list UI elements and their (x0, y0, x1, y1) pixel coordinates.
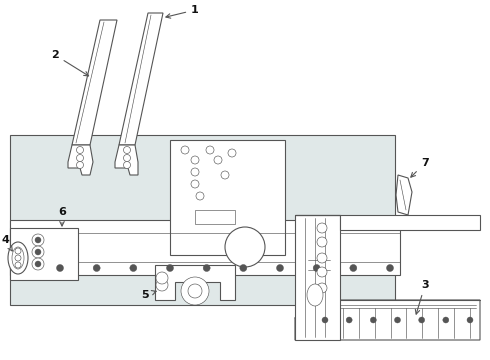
Circle shape (15, 255, 21, 261)
Circle shape (156, 279, 168, 291)
Circle shape (467, 317, 473, 323)
Polygon shape (396, 175, 412, 215)
Circle shape (346, 317, 352, 323)
Polygon shape (72, 20, 117, 145)
Circle shape (443, 317, 449, 323)
Ellipse shape (8, 242, 28, 274)
Text: 5: 5 (141, 290, 156, 300)
Circle shape (181, 146, 189, 154)
Circle shape (322, 317, 328, 323)
Circle shape (317, 237, 327, 247)
Ellipse shape (307, 284, 323, 306)
Polygon shape (295, 215, 480, 230)
Circle shape (276, 265, 284, 271)
Circle shape (317, 253, 327, 263)
Circle shape (130, 265, 137, 271)
Circle shape (225, 227, 265, 267)
Circle shape (418, 317, 425, 323)
Text: 3: 3 (416, 280, 429, 314)
Circle shape (32, 258, 44, 270)
Circle shape (394, 317, 400, 323)
Bar (10, 135, 395, 305)
Circle shape (93, 265, 100, 271)
Circle shape (370, 317, 376, 323)
Text: 7: 7 (411, 158, 429, 177)
Circle shape (228, 149, 236, 157)
Circle shape (76, 162, 83, 168)
Circle shape (206, 146, 214, 154)
Polygon shape (170, 140, 285, 255)
Circle shape (181, 277, 209, 305)
Circle shape (196, 192, 204, 200)
Circle shape (313, 265, 320, 271)
Circle shape (123, 147, 130, 153)
Circle shape (123, 154, 130, 162)
Circle shape (32, 246, 44, 258)
Circle shape (15, 262, 21, 268)
Circle shape (221, 171, 229, 179)
Polygon shape (68, 145, 93, 175)
Circle shape (188, 284, 202, 298)
Ellipse shape (12, 247, 24, 269)
Polygon shape (155, 265, 235, 300)
Polygon shape (119, 13, 163, 145)
Circle shape (156, 272, 168, 284)
Circle shape (203, 265, 210, 271)
Circle shape (56, 265, 64, 271)
Polygon shape (295, 300, 480, 340)
Circle shape (76, 147, 83, 153)
Circle shape (76, 154, 83, 162)
Circle shape (387, 265, 393, 271)
Circle shape (191, 156, 199, 164)
Polygon shape (115, 145, 138, 175)
Text: 6: 6 (58, 207, 66, 226)
Circle shape (123, 162, 130, 168)
Circle shape (15, 248, 21, 254)
Circle shape (167, 265, 173, 271)
Text: 2: 2 (51, 50, 89, 76)
Circle shape (35, 261, 41, 267)
Circle shape (191, 168, 199, 176)
Circle shape (350, 265, 357, 271)
Polygon shape (10, 220, 400, 275)
Polygon shape (10, 228, 78, 280)
Text: 1: 1 (166, 5, 199, 18)
Polygon shape (295, 215, 340, 340)
Text: 4: 4 (1, 235, 12, 251)
Circle shape (317, 267, 327, 277)
Circle shape (214, 156, 222, 164)
Circle shape (317, 223, 327, 233)
Circle shape (317, 283, 327, 293)
Circle shape (240, 265, 247, 271)
Circle shape (35, 249, 41, 255)
Circle shape (35, 237, 41, 243)
Circle shape (191, 180, 199, 188)
Bar (195, 210, 235, 224)
Circle shape (32, 234, 44, 246)
